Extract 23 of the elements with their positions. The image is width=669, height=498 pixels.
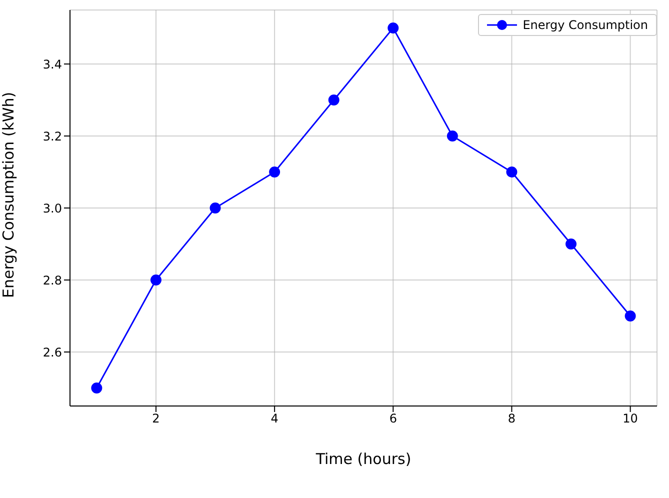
x-tick-label: 6	[389, 412, 397, 426]
point	[566, 238, 577, 250]
y-tick-label: 3.4	[42, 57, 62, 72]
y-tick-label: 2.8	[42, 273, 62, 288]
legend-label: Energy Consumption	[522, 18, 648, 32]
y-axis-title: Energy Consumption (kWh)	[0, 92, 18, 298]
x-tick-label: 4	[270, 412, 278, 426]
x-tick-label: 10	[622, 412, 638, 426]
y-tick-label: 3.2	[42, 129, 62, 144]
y-tick-label: 2.6	[42, 345, 62, 360]
x-tick-label: 8	[508, 412, 516, 426]
point	[150, 274, 162, 286]
x-axis-title: Time (hours)	[314, 450, 412, 468]
point	[210, 202, 221, 214]
point	[446, 130, 458, 142]
point	[91, 382, 102, 394]
point	[506, 166, 518, 178]
x-tick-label: 2	[152, 412, 160, 426]
y-tick-label: 3.0	[42, 201, 62, 216]
point	[388, 22, 399, 34]
point	[269, 166, 280, 178]
point	[624, 310, 636, 322]
point	[328, 94, 340, 106]
